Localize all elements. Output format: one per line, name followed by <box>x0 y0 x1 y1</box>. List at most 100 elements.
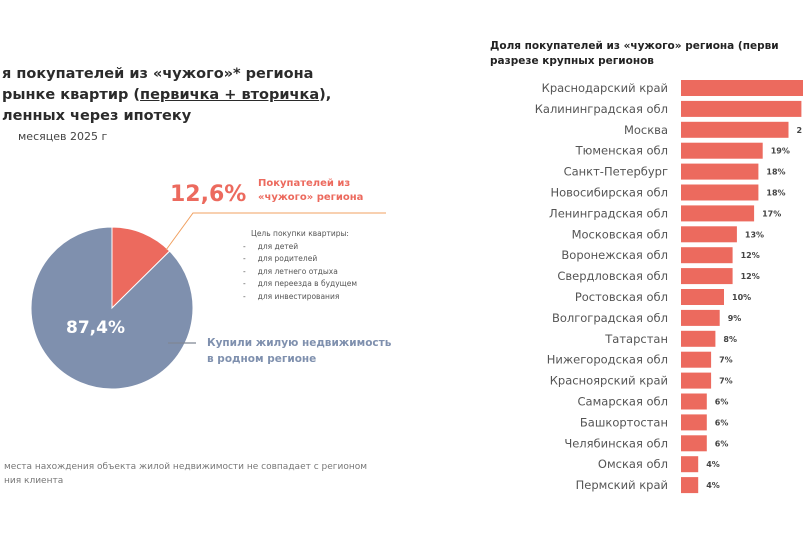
bar-category-label: Ростовская обл <box>575 290 668 304</box>
bar-category-label: Омская обл <box>598 457 668 471</box>
subtitle: месяцев 2025 г <box>18 130 108 143</box>
foreign-share-label: Покупателей из «чужого» региона <box>258 178 364 203</box>
bar-value-label: 6% <box>715 439 729 448</box>
bar-value-label: 12% <box>741 251 760 260</box>
bar-value-label: 18% <box>766 168 785 177</box>
bar-category-label: Свердловская обл <box>557 269 668 283</box>
leader-line <box>165 212 386 251</box>
goal-item: - для переезда в будущем <box>243 278 357 291</box>
bar <box>681 205 755 222</box>
home-label-line: Купили жилую недвижимость <box>207 337 392 349</box>
bar <box>681 372 712 389</box>
bar <box>681 142 763 159</box>
title-line-2: рынке квартир (первичка + вторичка), <box>2 85 331 106</box>
bar-category-label: Челябинская обл <box>564 436 668 450</box>
bar-category-label: Краснодарский край <box>542 81 668 95</box>
goal-bullet: - <box>243 241 258 251</box>
goal-text: для детей <box>257 241 299 251</box>
bar-value-label: 19% <box>771 147 790 156</box>
bar-category-label: Татарстан <box>604 332 668 346</box>
bar <box>681 163 759 180</box>
goal-item: - для летнего отдыха <box>243 266 357 279</box>
bar-title-line: Доля покупателей из «чужого» региона (пе… <box>490 40 779 52</box>
goal-item: - для детей <box>243 241 357 254</box>
bar <box>681 477 699 494</box>
home-share-value: 87,4% <box>66 318 125 338</box>
bar-category-label: Красноярский край <box>550 374 668 388</box>
bar-value-label: 2 <box>797 126 803 135</box>
bar-value-label: 4% <box>706 460 720 469</box>
bar-category-label: Башкортостан <box>580 415 668 429</box>
goal-bullet: - <box>243 279 258 288</box>
bar-value-label: 4% <box>706 481 720 490</box>
title-part: ), <box>319 87 332 103</box>
bar <box>681 80 803 96</box>
bar-category-label: Самарская обл <box>578 395 668 409</box>
title-line-3: ленных через ипотеку <box>2 108 192 124</box>
bar-category-label: Московская обл <box>572 227 668 241</box>
pie-slice <box>30 226 194 390</box>
goal-item: - для инвестирования <box>243 291 357 304</box>
bar <box>681 289 724 305</box>
title-part: рынке квартир ( <box>2 87 141 103</box>
goal-text: для родителей <box>257 254 318 263</box>
bar <box>681 351 712 368</box>
bar-category-label: Санкт-Петербург <box>564 165 668 179</box>
home-share-label: Купили жилую недвижимость в родном регион… <box>207 335 391 367</box>
bar <box>681 121 789 138</box>
bar-value-label: 10% <box>732 293 751 302</box>
goal-text: для инвестирования <box>257 291 340 301</box>
bar <box>681 268 733 285</box>
goal-text: для летнего отдыха <box>257 266 338 276</box>
footnote-line: места нахождения объекта жилой недвижимо… <box>4 462 368 472</box>
footnote-line: ния клиента <box>4 476 64 486</box>
bar-value-label: 18% <box>766 189 785 198</box>
bar-category-label: Новосибирская обл <box>550 186 668 200</box>
bar-chart-title: Доля покупателей из «чужого» региона (пе… <box>490 39 779 69</box>
bar <box>681 100 802 117</box>
title-underlined: первичка + вторичка <box>140 87 320 103</box>
bar <box>681 456 699 473</box>
bar <box>681 435 707 452</box>
bar-value-label: 17% <box>762 209 781 218</box>
bar <box>681 330 716 347</box>
bar-value-label: 8% <box>723 335 737 344</box>
bar <box>681 393 707 410</box>
bar-category-label: Тюменская обл <box>575 144 668 158</box>
home-label-line: в родном регионе <box>207 353 317 365</box>
bar <box>681 414 707 431</box>
goal-bullet: - <box>243 266 258 276</box>
pie-slice <box>111 226 171 310</box>
bar <box>681 247 733 264</box>
goals-title: Цель покупки квартиры: <box>251 229 349 238</box>
bar-value-label: 7% <box>719 377 733 386</box>
bar-value-label: 6% <box>715 418 729 427</box>
goal-text: для переезда в будущем <box>257 279 358 288</box>
bar-value-label: 12% <box>741 272 760 281</box>
bar-category-label: Калининградская обл <box>535 102 668 116</box>
purchase-goals: Цель покупки квартиры: - для детей - для … <box>243 228 357 303</box>
bar <box>681 226 737 243</box>
title-line-1: я покупателей из «чужого»* региона <box>2 66 314 82</box>
bar-value-label: 7% <box>719 356 733 365</box>
bar-category-label: Пермский край <box>576 478 668 492</box>
goal-bullet: - <box>243 254 258 263</box>
goal-bullet: - <box>243 291 258 301</box>
footnote: места нахождения объекта жилой недвижимо… <box>4 460 367 488</box>
bar-category-label: Москва <box>624 123 668 137</box>
bar-value-label: 9% <box>728 314 742 323</box>
bar-category-label: Нижегородская обл <box>547 353 668 367</box>
goal-item: - для родителей <box>243 253 357 266</box>
bar-category-label: Волгоградская обл <box>552 311 668 325</box>
bar-value-label: 13% <box>745 230 764 239</box>
foreign-share-value: 12,6% <box>170 182 247 207</box>
bar-category-label: Воронежская обл <box>561 248 668 262</box>
bar <box>681 309 720 326</box>
goals-list: - для детей - для родителей - для летнего … <box>243 241 357 304</box>
bar-category-label: Ленинградская обл <box>549 206 668 220</box>
bar <box>681 184 759 201</box>
bar-title-line: разрезе крупных регионов <box>490 55 654 67</box>
bar-value-label: 6% <box>715 398 729 407</box>
